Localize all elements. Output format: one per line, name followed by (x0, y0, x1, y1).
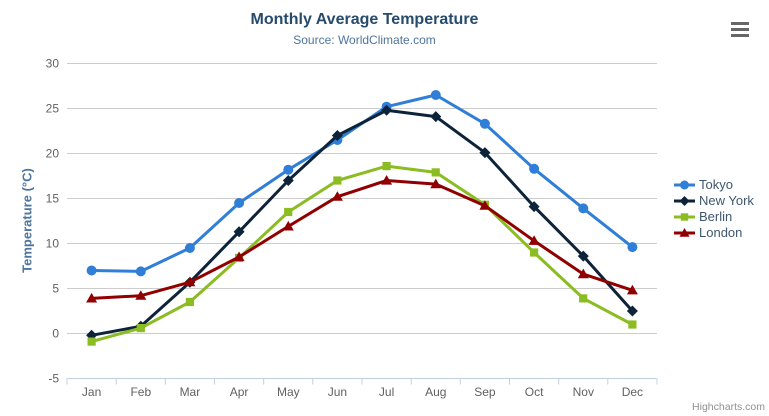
series-london[interactable] (86, 175, 638, 303)
legend-marker-shape[interactable] (679, 228, 690, 237)
legend-label: London (699, 225, 743, 240)
data-point-berlin[interactable] (382, 162, 391, 171)
data-point-tokyo[interactable] (234, 198, 245, 208)
y-axis-label: 0 (52, 327, 59, 341)
axis-labels: -5 0 5 10 15 20 25 30 Jan Feb Mar Apr May Jun Jul Aug Se… (46, 57, 643, 400)
y-axis-label: 15 (46, 192, 60, 206)
legend-label: New York (699, 193, 754, 208)
legend-marker-triangle-icon (674, 228, 695, 237)
chart-title: Monthly Average Temperature (250, 11, 479, 28)
series-tokyo[interactable] (86, 90, 638, 277)
data-point-london[interactable] (626, 284, 638, 295)
x-axis-label: Sep (474, 385, 496, 399)
data-point-london[interactable] (184, 276, 196, 287)
data-point-tokyo[interactable] (627, 242, 638, 253)
data-point-london[interactable] (381, 175, 393, 185)
y-axis-label: -5 (48, 372, 59, 386)
data-point-london[interactable] (479, 200, 491, 210)
legend-item-london[interactable]: London (674, 225, 769, 241)
legend-label: Tokyo (699, 177, 733, 192)
series-line-london[interactable] (90, 179, 634, 300)
data-point-london[interactable] (135, 290, 147, 300)
x-axis-label: Apr (230, 385, 249, 399)
legend-marker-shape[interactable] (679, 196, 690, 206)
x-axis-label: Oct (525, 385, 544, 399)
legend-marker-circle-icon (674, 180, 695, 190)
x-axis-label: Jul (379, 385, 394, 399)
data-point-new-york[interactable] (626, 305, 638, 317)
data-point-london[interactable] (86, 292, 98, 303)
legend-marker-shape[interactable] (680, 180, 689, 190)
data-point-london[interactable] (430, 178, 442, 189)
x-axis-label: Mar (180, 385, 201, 399)
data-point-tokyo[interactable] (479, 118, 490, 129)
data-point-tokyo[interactable] (135, 266, 146, 277)
data-point-london[interactable] (282, 220, 294, 231)
series-new-york[interactable] (86, 104, 638, 341)
data-point-berlin[interactable] (530, 248, 539, 257)
data-point-new-york[interactable] (479, 147, 491, 159)
series-line-berlin[interactable] (90, 164, 634, 344)
data-point-new-york[interactable] (577, 250, 589, 262)
data-point-tokyo[interactable] (184, 243, 195, 253)
axes (66, 378, 658, 385)
x-axis-label: Jun (328, 385, 347, 399)
data-point-tokyo[interactable] (86, 265, 97, 276)
legend-marker-shape[interactable] (680, 213, 689, 221)
data-point-new-york[interactable] (282, 175, 294, 186)
x-axis-label: Feb (130, 385, 151, 399)
series-line-new-york[interactable] (90, 108, 634, 337)
y-axis-label: 30 (46, 57, 60, 71)
data-point-berlin[interactable] (579, 294, 588, 303)
data-point-new-york[interactable] (233, 226, 245, 238)
hamburger-menu-icon (731, 22, 753, 37)
data-point-tokyo[interactable] (529, 163, 540, 174)
data-point-london[interactable] (528, 235, 540, 245)
data-point-new-york[interactable] (381, 104, 393, 116)
data-point-berlin[interactable] (333, 176, 342, 185)
x-axis-label: Dec (622, 385, 643, 399)
legend: Tokyo New York Berlin London (674, 177, 769, 241)
x-axis-label: Nov (573, 385, 594, 399)
data-point-berlin[interactable] (628, 320, 637, 329)
data-point-berlin[interactable] (87, 337, 96, 346)
y-axis-label: 25 (46, 102, 60, 116)
x-axis-label: Aug (425, 385, 446, 399)
y-axis-title: Temperature (°C) (19, 168, 35, 273)
data-series[interactable] (86, 90, 638, 346)
data-point-new-york[interactable] (430, 111, 442, 123)
legend-item-berlin[interactable]: Berlin (674, 209, 769, 225)
data-point-tokyo[interactable] (283, 164, 294, 175)
legend-item-new-york[interactable]: New York (674, 193, 769, 209)
legend-item-tokyo[interactable]: Tokyo (674, 177, 769, 193)
data-point-berlin[interactable] (431, 168, 440, 177)
export-menu-button[interactable] (729, 20, 755, 44)
y-axis-label: 10 (46, 237, 60, 251)
y-axis-label: 20 (46, 147, 60, 161)
x-axis-label: Jan (82, 385, 101, 399)
legend-marker-diamond-icon (674, 196, 695, 206)
chart-subtitle: Source: WorldClimate.com (293, 33, 436, 47)
y-axis-label: 5 (52, 282, 59, 296)
legend-marker-square-icon (674, 213, 695, 221)
x-axis-label: May (277, 385, 300, 399)
legend-label: Berlin (699, 209, 733, 224)
data-point-tokyo[interactable] (578, 203, 589, 214)
data-point-london[interactable] (233, 251, 245, 262)
data-point-london[interactable] (331, 191, 343, 201)
data-point-new-york[interactable] (331, 130, 343, 141)
data-point-berlin[interactable] (136, 324, 145, 333)
data-point-berlin[interactable] (185, 297, 194, 307)
data-point-berlin[interactable] (284, 207, 293, 217)
data-point-london[interactable] (577, 268, 589, 279)
data-point-new-york[interactable] (528, 201, 540, 213)
data-point-tokyo[interactable] (430, 90, 441, 100)
credits-link[interactable]: Highcharts.com (692, 401, 765, 413)
